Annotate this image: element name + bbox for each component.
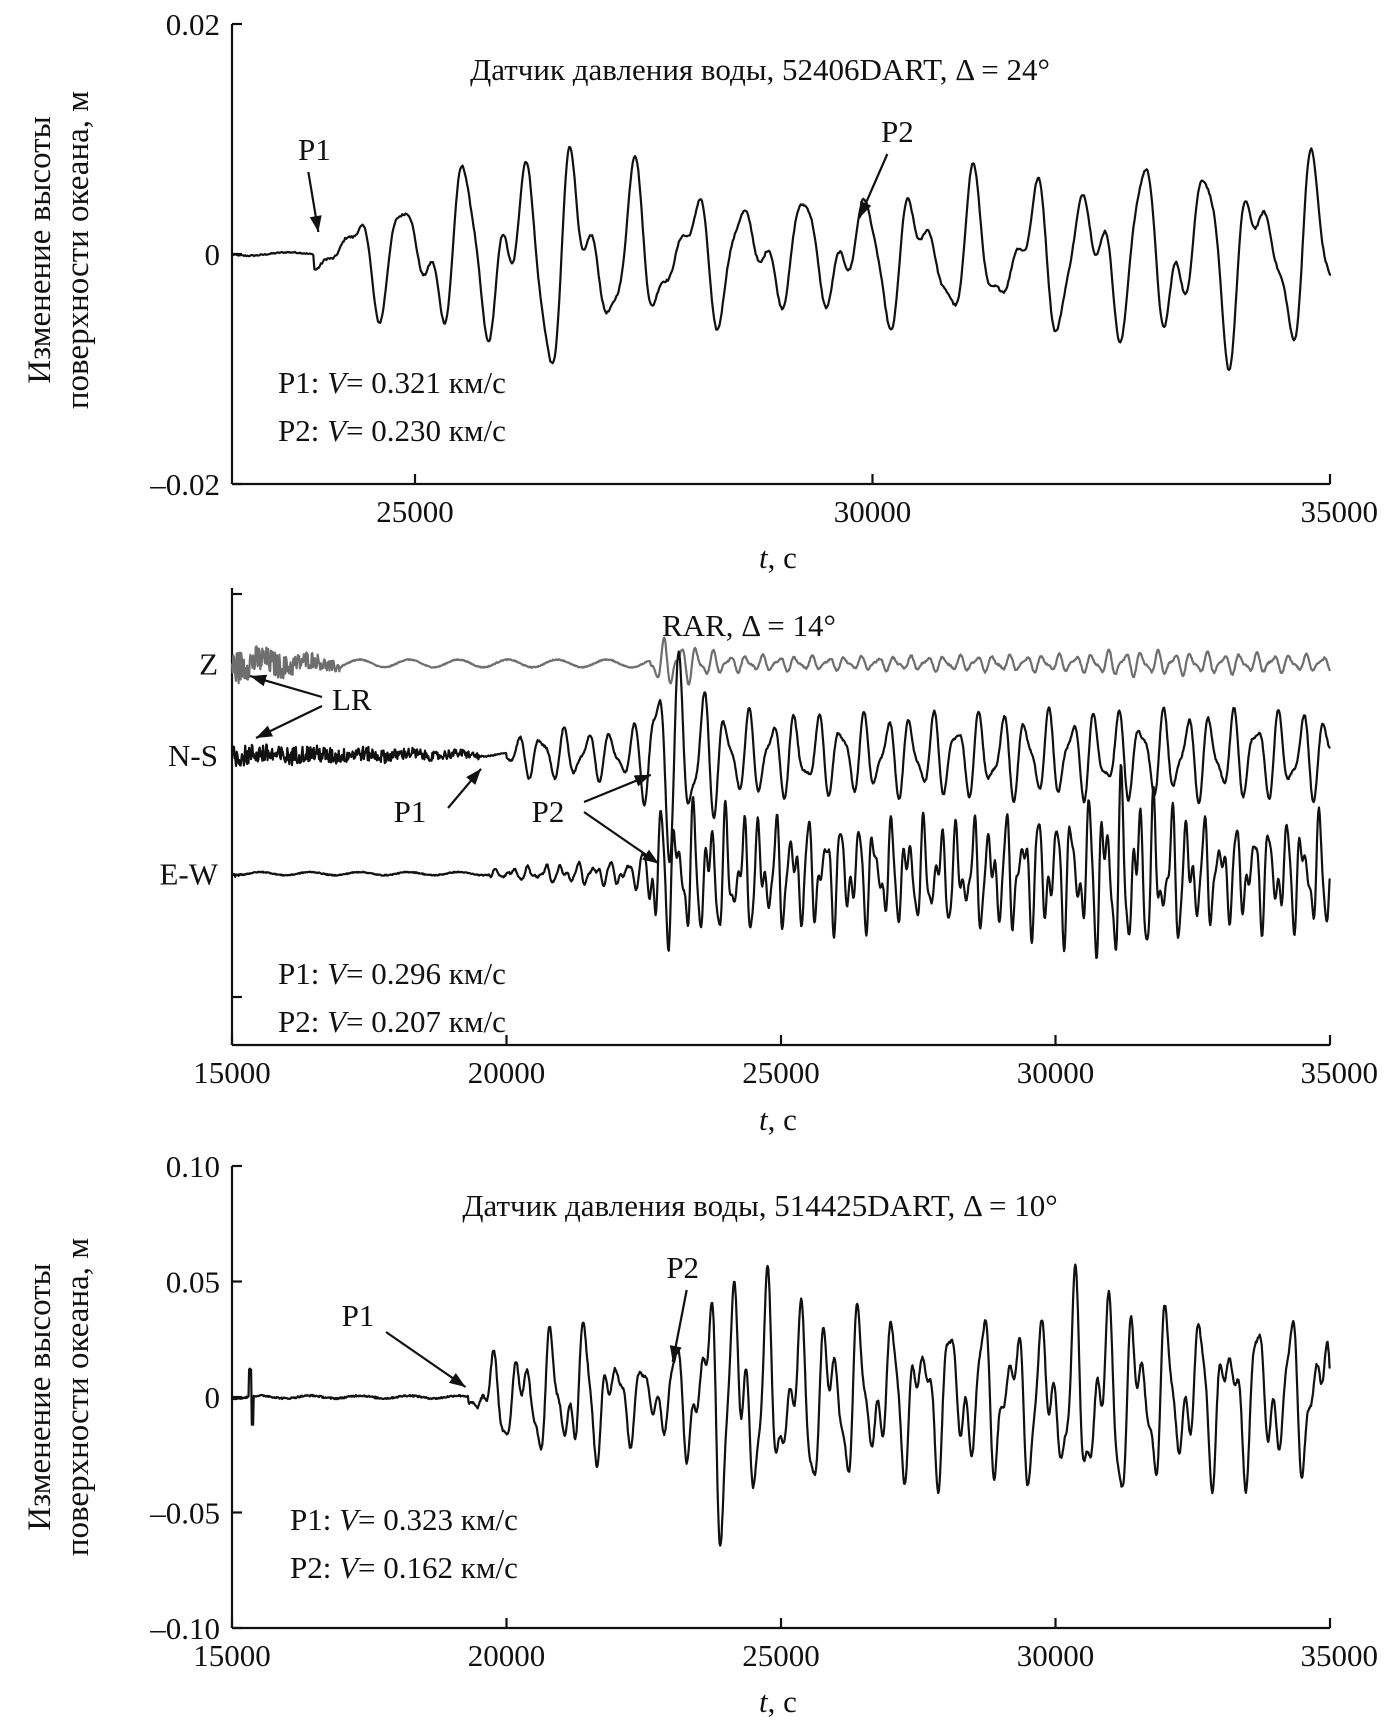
x-tick-label: 35000: [1301, 494, 1379, 529]
arrival-label-p2: P2: [881, 114, 914, 149]
panel-top-ylabel-line2: поверхности океана, м: [60, 91, 96, 409]
lr-arrow-ns: [255, 705, 323, 739]
panel-bottom-trace: [230, 1263, 1331, 1547]
panel-middle-traces: Z N-S E-W: [159, 636, 1331, 960]
x-tick-label: 35000: [1301, 1055, 1379, 1090]
x-tick-label: 15000: [193, 1638, 271, 1673]
arrival-arrow-p1: [385, 1331, 467, 1388]
panel-top-ylabel-line1: Изменение высоты: [22, 116, 58, 384]
x-tick-label: 25000: [742, 1055, 820, 1090]
panel-bottom-velocity-p2: P2: V= 0.162 км/с: [290, 1550, 518, 1585]
y-tick-label: –0.05: [149, 1496, 220, 1531]
y-tick-label: 0: [205, 1380, 221, 1415]
panel-top-trace: [230, 146, 1332, 371]
series-line-n-s: [230, 650, 1331, 864]
arrival-label-p2: P2: [532, 794, 565, 829]
x-tick-label: 35000: [1301, 1638, 1379, 1673]
y-tick-label: 0: [205, 237, 221, 272]
panel-bottom-ylabel-line2: поверхности океана, м: [60, 1238, 96, 1556]
panel-middle-title: RAR, Δ = 14°: [662, 608, 836, 643]
series-line-52406dart: [230, 146, 1332, 371]
panel-bottom-arrivals: P1 P2: [342, 1250, 699, 1388]
series-line-z: [230, 636, 1331, 686]
panel-bottom-xlabel: t, с: [759, 1684, 797, 1719]
x-tick-label: 25000: [376, 494, 454, 529]
y-tick-label: –0.10: [149, 1611, 220, 1646]
arrival-arrow-p1: [447, 768, 482, 809]
panel-middle-velocity-p2: P2: V= 0.207 км/с: [278, 1004, 506, 1039]
x-tick-label: 30000: [1017, 1638, 1095, 1673]
arrival-label-p1: P1: [342, 1298, 375, 1333]
x-tick-label: 30000: [834, 494, 912, 529]
panel-top-xlabel: t, с: [759, 540, 797, 575]
panel-bottom-ylabel-line1: Изменение высоты: [22, 1263, 58, 1531]
panel-middle-arrivals: LR P1 P2: [249, 674, 660, 865]
panel-top-axes: 25000 30000 35000 0.02 0 –0.02: [149, 7, 1378, 529]
arrival-arrow-p2: [669, 1289, 688, 1363]
series-label-e-w: E-W: [159, 857, 218, 892]
panel-top-arrivals: P1 P2: [298, 114, 914, 233]
arrival-label-p1: P1: [394, 794, 427, 829]
panel-middle-velocity-p1: P1: V= 0.296 км/с: [278, 956, 506, 991]
x-tick-label: 15000: [193, 1055, 271, 1090]
panel-bottom-velocity-p1: P1: V= 0.323 км/с: [290, 1502, 518, 1537]
lr-arrow-z: [249, 674, 323, 699]
arrival-label-p2: P2: [666, 1250, 699, 1285]
panel-top-velocity-p1: P1: V= 0.321 км/с: [278, 365, 506, 400]
arrival-arrow-p2-ew: [583, 811, 660, 865]
series-line-514425dart: [230, 1263, 1331, 1547]
x-tick-label: 20000: [468, 1638, 546, 1673]
panel-middle-xlabel: t, с: [759, 1102, 797, 1137]
y-tick-label: –0.02: [149, 467, 220, 502]
lr-label: LR: [332, 682, 372, 717]
y-tick-label: 0.05: [166, 1265, 220, 1300]
series-label-n-s: N-S: [168, 738, 218, 773]
y-tick-label: 0.10: [166, 1149, 220, 1184]
y-tick-label: 0.02: [166, 7, 220, 42]
panel-top-velocity-p2: P2: V= 0.230 км/с: [278, 413, 506, 448]
panel-bottom-514425dart: Изменение высоты поверхности океана, м Д…: [22, 1149, 1378, 1719]
x-tick-label: 25000: [742, 1638, 820, 1673]
panel-top-title: Датчик давления воды, 52406DART, Δ = 24°: [470, 52, 1050, 87]
x-tick-label: 30000: [1017, 1055, 1095, 1090]
panel-bottom-title: Датчик давления воды, 514425DART, Δ = 10…: [462, 1188, 1057, 1223]
panel-middle-rar: RAR, Δ = 14° 15000 20000 25000 30000 35000 Z…: [159, 588, 1378, 1137]
x-tick-label: 20000: [468, 1055, 546, 1090]
arrival-arrow-p1: [307, 171, 322, 233]
series-label-z: Z: [199, 646, 218, 681]
series-line-e-w: [230, 764, 1331, 960]
arrival-label-p1: P1: [298, 132, 331, 167]
arrival-arrow-p2: [858, 153, 889, 219]
panel-top-52406dart: Изменение высоты поверхности океана, м Д…: [22, 7, 1378, 575]
panel-bottom-axes: 15000 20000 25000 30000 35000 0.10 0.05 0 –0.05 –…: [149, 1149, 1378, 1673]
arrival-arrow-p2-ns: [583, 773, 652, 804]
panel-middle-axes: 15000 20000 25000 30000 35000: [193, 588, 1378, 1090]
